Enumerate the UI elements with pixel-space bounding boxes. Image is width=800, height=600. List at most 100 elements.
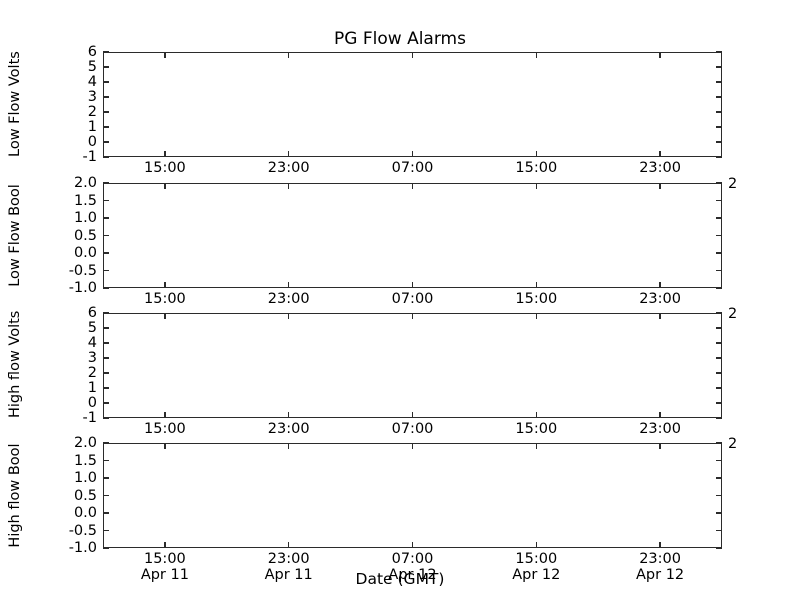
y-tick-label: -1 [82,410,97,426]
x-tick-time: 15:00 [515,160,558,176]
x-tick-date: Apr 12 [388,567,437,583]
x-tick-mark [411,52,414,58]
y-tick-mark [716,199,722,202]
x-tick-time: 15:00 [515,551,558,567]
x-tick-mark [535,542,538,548]
x-tick-time: 15:00 [515,291,558,307]
x-tick-time: 07:00 [391,291,434,307]
x-tick-mark [411,282,414,288]
y-tick-label: -1.0 [68,280,97,296]
y-tick-mark [716,269,722,272]
y-tick-mark [103,312,109,314]
y-tick-label: 0.0 [73,245,97,261]
y-tick-label: 2.0 [73,435,97,451]
y-tick-mark [716,442,722,444]
y-tick-label: 4 [87,74,97,90]
x-tick-label: 23:00 [268,421,310,437]
x-tick-label: 23:00 [268,291,310,307]
x-tick-mark [411,412,414,418]
y-tick-mark [103,81,109,83]
x-tick-mark [659,52,661,58]
y-tick-label: 3 [87,89,97,105]
y-tick-label: 1.5 [73,452,97,469]
subplot-low-flow-volts: -1 0 1 2 3 4 5 6 Low Flow Volts [7,44,722,165]
y-tick-mark [103,66,109,68]
y-axis-label-low-flow-volts: Low Flow Volts [7,51,23,157]
y-tick-label: 1 [87,119,97,135]
x-tick-mark [287,443,290,449]
x-tick-mark [287,282,290,288]
x-tick-mark [287,313,290,319]
y-tick-mark [103,269,109,272]
y-tick-mark [103,141,109,143]
x-tick-label: 23:00 [268,160,310,176]
x-tick-time: 15:00 [515,421,558,437]
y-tick-label: 1 [87,380,97,396]
y-axis-label-high-flow-volts: High flow Volts [7,310,23,418]
x-tick-time: 23:00 [267,551,310,567]
y-tick-mark [716,372,722,374]
x-tick-label: 07:00 Apr 12 [388,551,436,583]
x-tick-label: 07:00 [392,421,434,437]
x-tick-mark [659,282,661,288]
x-tick-mark [164,52,166,58]
x-tick-label: 15:00 [515,160,557,176]
x-tick-time: 15:00 [143,291,186,307]
subplot-high-flow-volts: -1 0 1 2 3 4 5 6 High flow Volts [7,305,722,426]
y-tick-mark [716,66,722,68]
x-tick-mark [535,313,538,319]
y-tick-label: 1.0 [73,210,97,226]
axes-frame [103,183,722,288]
x-tick-time: 23:00 [639,421,681,437]
y-tick-mark [716,126,722,128]
x-tick-mark [411,183,414,189]
x-tick-mark [411,151,414,157]
x-tick-label: 15:00 [515,291,557,307]
y-tick-mark [716,96,722,98]
x-tick-time: 15:00 [143,551,186,567]
y-tick-label: -1 [82,149,97,165]
x-tick-mark [164,412,166,418]
x-tick-mark [411,313,414,319]
y-tick-mark [103,182,109,184]
y-tick-mark [716,459,722,462]
x-tick-time: 07:00 [391,551,434,567]
y-tick-mark [103,252,109,254]
axes-frame [103,443,722,548]
y-tick-mark [716,217,722,219]
x-tick-label: 23:00 Apr 12 [636,551,684,583]
x-tick-mark [287,542,290,548]
y-tick-label: 6 [87,44,97,60]
x-tick-time: 23:00 [267,160,310,176]
y-tick-label: 0 [87,134,97,150]
clipped-x-tick-label: 2 [728,436,738,452]
x-tick-label: 15:00 Apr 12 [512,551,560,583]
y-tick-mark [716,252,722,254]
y-tick-label: -0.5 [68,522,97,539]
y-tick-mark [716,312,722,314]
y-tick-label: 1.0 [73,470,97,486]
y-tick-mark [716,156,722,158]
y-tick-mark [716,111,722,113]
y-tick-mark [103,372,109,374]
y-tick-mark [716,402,722,404]
x-tick-label: 23:00 [639,160,681,176]
x-tick-mark [287,151,290,157]
axes-frame [103,313,722,418]
y-tick-mark [103,477,109,479]
y-tick-mark [103,459,109,462]
x-tick-date: Apr 11 [264,567,313,583]
x-tick-time: 15:00 [143,421,186,437]
subplot-high-flow-bool: -1.0 -0.5 0.0 0.5 1.0 1.5 2.0 High flow Bool [7,435,722,556]
clipped-x-tick-label: 2 [728,306,738,322]
y-tick-mark [103,529,109,532]
x-tick-mark [659,151,661,157]
y-tick-mark [103,442,109,444]
y-tick-mark [716,547,722,549]
y-tick-mark [716,51,722,53]
x-tick-time: 07:00 [391,160,434,176]
x-tick-mark [659,183,661,189]
y-tick-mark [103,111,109,113]
x-tick-mark [535,151,538,157]
